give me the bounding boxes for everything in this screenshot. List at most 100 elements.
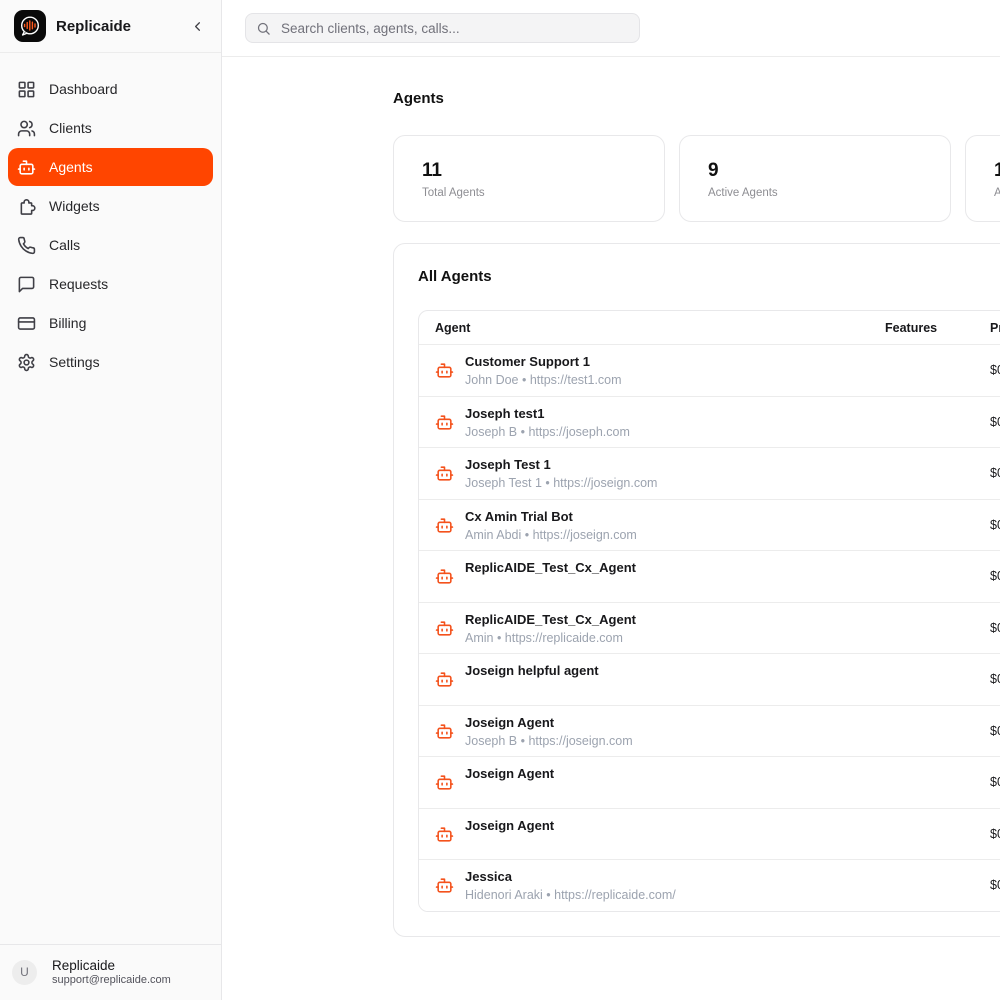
price-cell: $0 xyxy=(990,826,1000,841)
sidebar-item-label: Calls xyxy=(49,237,81,253)
table-row[interactable]: Joseign Agent $0 xyxy=(419,807,1000,860)
agent-cell: Joseign helpful agent xyxy=(419,654,885,705)
avatar: U xyxy=(12,959,37,985)
gear-icon xyxy=(17,353,36,372)
table-row[interactable]: Cx Amin Trial Bot Amin Abdi • https://jos… xyxy=(419,498,1000,551)
column-header-price: Pr xyxy=(990,320,1000,335)
search-input[interactable] xyxy=(279,19,629,37)
panel-title: All Agents xyxy=(418,268,492,285)
sidebar-item-requests[interactable]: Requests xyxy=(8,265,213,303)
sidebar-item-agents[interactable]: Agents xyxy=(8,148,213,186)
sidebar-item-dashboard[interactable]: Dashboard xyxy=(8,70,213,108)
bot-icon xyxy=(435,722,454,741)
column-header-features: Features xyxy=(885,320,938,335)
agent-name: Joseign Agent xyxy=(465,817,555,833)
agent-cell: Jessica Hidenori Araki • https://replicai… xyxy=(419,860,885,911)
all-agents-panel: All Agents Agent Features Pr Customer Su… xyxy=(393,243,1000,937)
table-row[interactable]: ReplicAIDE_Test_Cx_Agent $0 xyxy=(419,550,1000,602)
sidebar-item-label: Settings xyxy=(49,354,100,370)
agent-subtitle: Joseph B • https://joseign.com xyxy=(465,733,633,748)
agent-subtitle: Hidenori Araki • https://replicaide.com/ xyxy=(465,888,676,903)
agent-name: Cx Amin Trial Bot xyxy=(465,508,573,524)
table-row[interactable]: Joseign Agent Joseph B • https://joseign.… xyxy=(419,704,1000,757)
table-row[interactable]: ReplicAIDE_Test_Cx_Agent Amin • https://r… xyxy=(419,601,1000,654)
table-body: Customer Support 1 John Doe • https://tes… xyxy=(419,344,1000,911)
agent-cell: Joseph test1 Joseph B • https://joseph.co… xyxy=(419,397,885,448)
agent-cell: Joseph Test 1 Joseph Test 1 • https://jos… xyxy=(419,448,885,499)
agent-name: Joseign Agent xyxy=(465,714,555,730)
credit-card-icon xyxy=(17,314,36,333)
table-row[interactable]: Joseph Test 1 Joseph Test 1 • https://jos… xyxy=(419,447,1000,499)
agent-name: Joseph test1 xyxy=(465,405,545,421)
sidebar-user[interactable]: U Replicaide support@replicaide.com xyxy=(0,944,221,1000)
price-cell: $0 xyxy=(990,414,1000,429)
agent-subtitle: Joseph B • https://joseph.com xyxy=(465,424,630,439)
agent-subtitle: Joseph Test 1 • https://joseign.com xyxy=(465,476,658,491)
sidebar-item-clients[interactable]: Clients xyxy=(8,109,213,147)
features-cell xyxy=(885,603,990,654)
agent-subtitle: Amin • https://replicaide.com xyxy=(465,630,623,645)
price-cell: $0 xyxy=(990,569,1000,584)
bot-icon xyxy=(435,413,454,432)
agent-name: ReplicAIDE_Test_Cx_Agent xyxy=(465,560,636,575)
agent-name: Customer Support 1 xyxy=(465,354,590,369)
bot-icon xyxy=(435,619,454,638)
puzzle-icon xyxy=(17,197,36,216)
features-cell xyxy=(885,809,990,860)
message-icon xyxy=(17,275,36,294)
features-cell xyxy=(885,551,990,602)
features-cell xyxy=(885,757,990,808)
table-row[interactable]: Joseign Agent $0 xyxy=(419,756,1000,808)
stat-cards: 11 Total Agents 9 Active Agents 11 Av xyxy=(393,135,1000,222)
table-row[interactable]: Joseph test1 Joseph B • https://joseph.co… xyxy=(419,395,1000,448)
agent-cell: Joseign Agent xyxy=(419,757,885,808)
price-cell: $0 xyxy=(990,672,1000,687)
features-cell xyxy=(885,654,990,705)
table-row[interactable]: Jessica Hidenori Araki • https://replicai… xyxy=(419,859,1000,911)
user-email: support@replicaide.com xyxy=(52,974,171,986)
sidebar-item-label: Widgets xyxy=(49,198,100,214)
agent-cell: ReplicAIDE_Test_Cx_Agent xyxy=(419,551,885,602)
phone-icon xyxy=(17,236,36,255)
sidebar: Replicaide Dashboard Clients Agents Widgets… xyxy=(0,0,222,1000)
topbar xyxy=(222,0,1000,57)
agent-cell: Customer Support 1 John Doe • https://tes… xyxy=(419,345,885,396)
main-area: Agents 11 Total Agents 9 Active Agents 1… xyxy=(222,0,1000,1000)
stat-value: 11 xyxy=(994,160,1000,181)
stat-value: 9 xyxy=(708,160,719,181)
agent-cell: Joseign Agent Joseph B • https://joseign.… xyxy=(419,706,885,757)
dashboard-icon xyxy=(17,80,36,99)
agent-subtitle: Amin Abdi • https://joseign.com xyxy=(465,527,637,542)
bot-icon xyxy=(435,825,454,844)
user-name: Replicaide xyxy=(52,958,116,973)
agent-name: Jessica xyxy=(465,869,512,884)
sidebar-collapse-button[interactable] xyxy=(188,17,207,36)
sidebar-item-widgets[interactable]: Widgets xyxy=(8,187,213,225)
features-cell xyxy=(885,706,990,757)
agent-name: Joseph Test 1 xyxy=(465,457,551,472)
sidebar-item-calls[interactable]: Calls xyxy=(8,226,213,264)
price-cell: $0 xyxy=(990,878,1000,893)
table-header-row: Agent Features Pr xyxy=(419,311,1000,344)
sidebar-item-label: Requests xyxy=(49,276,109,292)
agent-name: ReplicAIDE_Test_Cx_Agent xyxy=(465,611,636,627)
sidebar-item-label: Agents xyxy=(49,159,93,175)
features-cell xyxy=(885,500,990,551)
table-row[interactable]: Customer Support 1 John Doe • https://tes… xyxy=(419,344,1000,396)
features-cell xyxy=(885,397,990,448)
agent-cell: Joseign Agent xyxy=(419,809,885,860)
sidebar-nav: Dashboard Clients Agents Widgets Calls Reques… xyxy=(0,53,221,382)
search-box[interactable] xyxy=(245,13,640,43)
bot-icon xyxy=(435,567,454,586)
sidebar-item-billing[interactable]: Billing xyxy=(8,304,213,342)
stat-card-total-agents: 11 Total Agents xyxy=(393,135,665,222)
bot-icon xyxy=(435,876,454,895)
bot-icon xyxy=(435,516,454,535)
brand-logo-icon xyxy=(14,10,46,42)
search-icon xyxy=(256,21,271,36)
table-row[interactable]: Joseign helpful agent $0 xyxy=(419,653,1000,705)
bot-icon xyxy=(435,361,454,380)
sidebar-item-settings[interactable]: Settings xyxy=(8,343,213,381)
sidebar-item-label: Billing xyxy=(49,315,87,331)
price-cell: $0 xyxy=(990,620,1000,635)
